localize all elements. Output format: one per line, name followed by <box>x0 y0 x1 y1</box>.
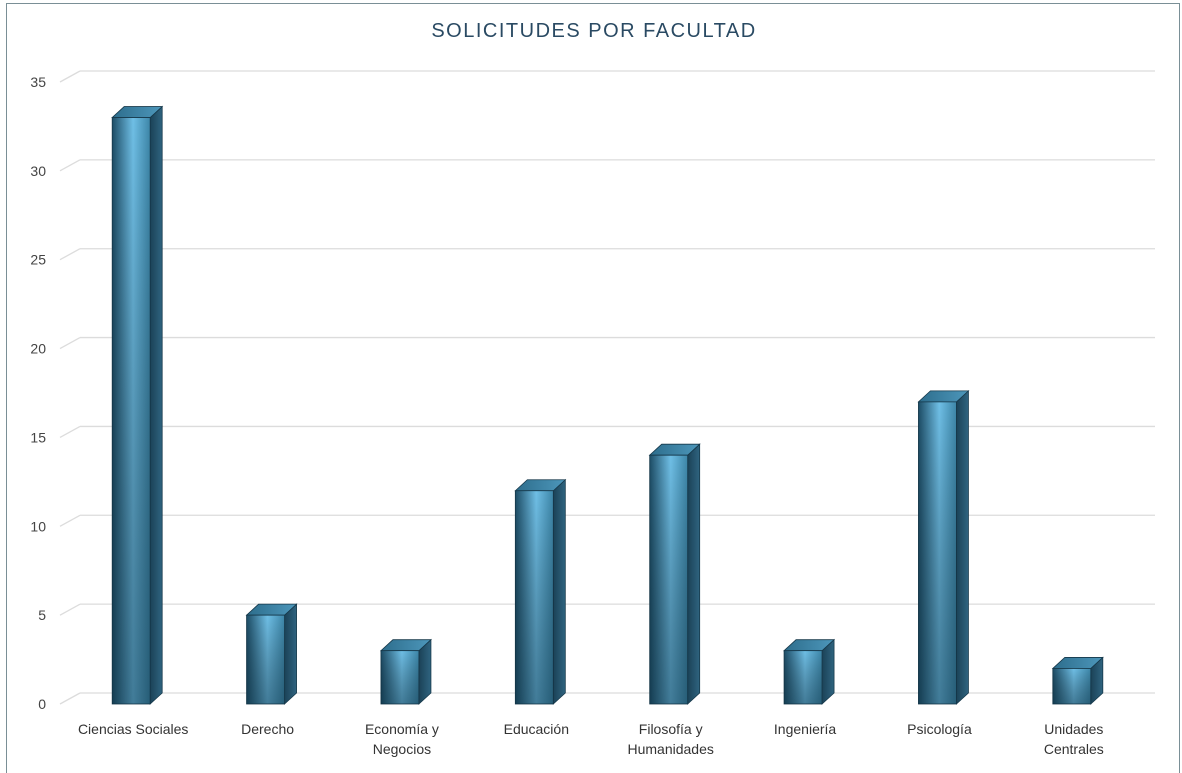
bar <box>245 603 298 705</box>
bar <box>917 389 970 705</box>
bar-shade <box>649 455 688 704</box>
chart-title: SOLICITUDES POR FACULTAD <box>431 20 757 42</box>
x-tick-label: Psicología <box>907 721 972 737</box>
x-tick-label: Humanidades <box>627 741 713 757</box>
gridline-depth <box>59 603 81 616</box>
y-tick-label: 30 <box>30 163 46 179</box>
bar-side <box>687 443 701 705</box>
x-tick-label: Unidades <box>1044 721 1103 737</box>
gridline-depth <box>59 337 81 350</box>
bar <box>514 478 567 705</box>
bar-shade <box>112 117 151 705</box>
bar <box>111 105 164 705</box>
x-tick-label: Filosofía y <box>639 721 703 737</box>
y-tick-label: 35 <box>30 74 46 90</box>
bar <box>1051 656 1104 705</box>
bar <box>783 638 836 705</box>
y-tick-label: 5 <box>38 607 46 623</box>
gridline-depth <box>59 692 81 705</box>
bar-side <box>552 478 566 705</box>
x-tick-label: Negocios <box>373 741 431 757</box>
bar-shade <box>380 650 419 704</box>
x-tick-label: Centrales <box>1044 741 1104 757</box>
x-tick-label: Derecho <box>241 721 294 737</box>
y-tick-label: 25 <box>30 252 46 268</box>
bar <box>648 443 701 705</box>
bar-shade <box>515 490 554 704</box>
x-tick-label: Educación <box>504 721 569 737</box>
bar-side <box>284 603 297 705</box>
y-tick-label: 10 <box>30 518 46 534</box>
bar-shade <box>246 615 285 704</box>
bar-shade <box>918 401 957 704</box>
gridline-depth <box>59 248 81 261</box>
gridline-depth <box>59 70 81 83</box>
bar-shade <box>784 650 823 704</box>
x-tick-label: Ciencias Sociales <box>78 721 189 737</box>
bar-side <box>149 105 163 705</box>
x-tick-label: Ingeniería <box>774 721 836 737</box>
gridline-depth <box>59 514 81 527</box>
y-tick-label: 0 <box>38 696 46 712</box>
bar-side <box>956 389 969 705</box>
x-tick-label: Economía y <box>365 721 439 737</box>
gridline-depth <box>59 425 81 438</box>
chart-frame: SOLICITUDES POR FACULTAD <box>6 3 1180 773</box>
bar-shade <box>1052 668 1091 704</box>
gridline-depth <box>59 159 81 172</box>
bar <box>379 638 432 705</box>
y-tick-label: 15 <box>30 429 46 445</box>
y-tick-label: 20 <box>30 341 46 357</box>
